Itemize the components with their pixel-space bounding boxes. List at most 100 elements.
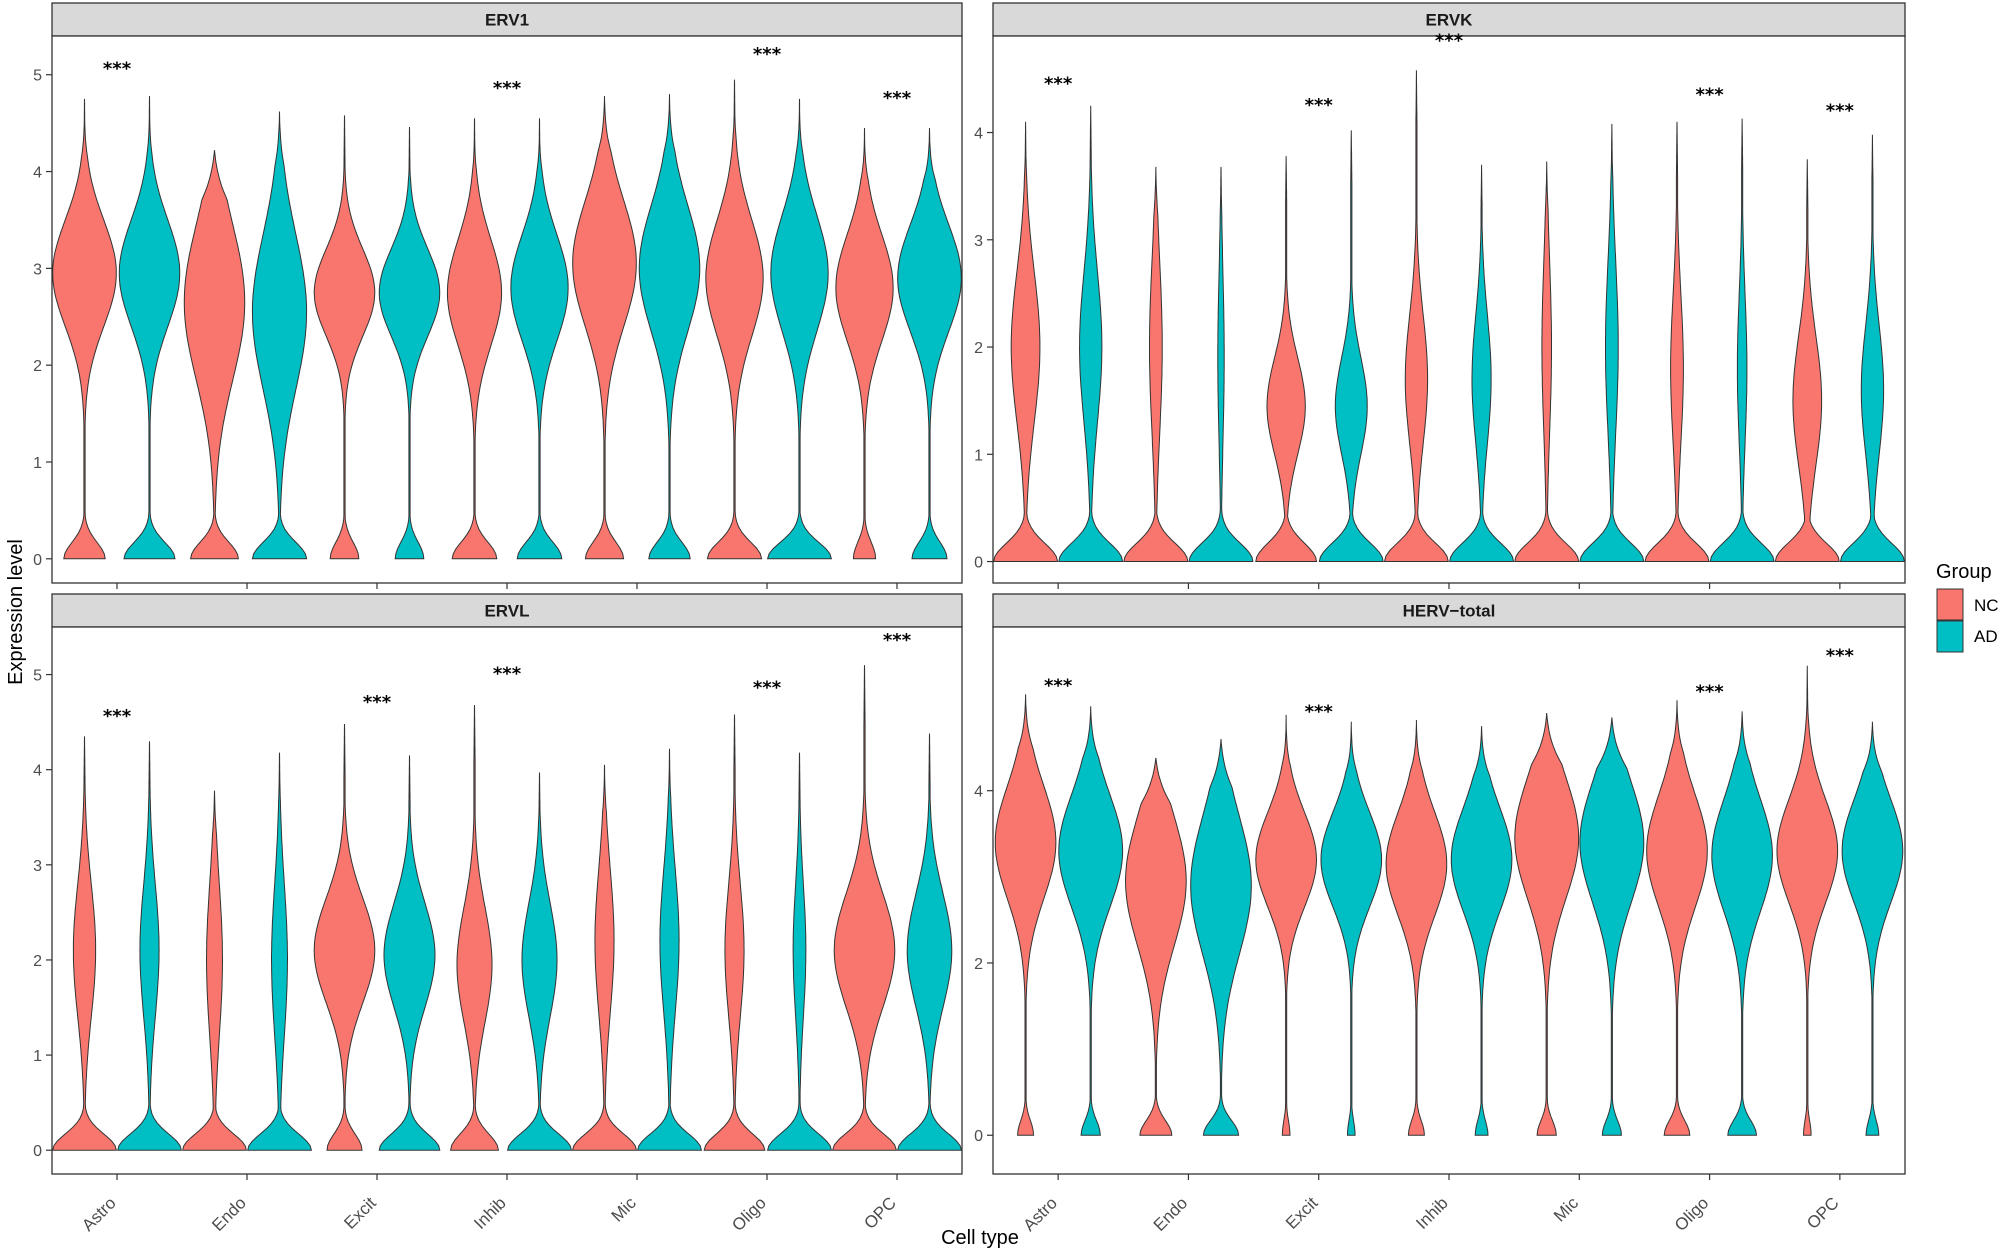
x-tick-label-oligo: Oligo bbox=[1671, 1193, 1712, 1234]
violin-herv-total-mic-ad bbox=[1579, 717, 1645, 1136]
violin-erv1-excit-nc bbox=[313, 115, 376, 560]
violin-ervl-excit-nc bbox=[313, 723, 376, 1151]
panel-title: ERVL bbox=[484, 602, 529, 621]
x-tick-label-opc: OPC bbox=[860, 1193, 899, 1232]
y-tick-label: 5 bbox=[33, 68, 42, 85]
panel-area bbox=[992, 35, 1906, 584]
significance-inhib: *** bbox=[493, 78, 522, 99]
x-tick-label-excit: Excit bbox=[1282, 1193, 1322, 1233]
legend-key-nc bbox=[1936, 588, 1964, 621]
x-tick-label-inhib: Inhib bbox=[470, 1193, 510, 1233]
significance-oligo: *** bbox=[1695, 84, 1724, 105]
violin-erv1-inhib-ad bbox=[510, 118, 569, 560]
legend-label-nc: NC bbox=[1974, 596, 1999, 615]
y-tick-label: 2 bbox=[33, 358, 42, 375]
violin-herv-total-opc-ad bbox=[1841, 721, 1904, 1136]
y-tick-label: 4 bbox=[974, 126, 983, 143]
significance-astro: *** bbox=[103, 706, 132, 727]
legend-title: Group bbox=[1936, 561, 1992, 583]
violin-erv1-mic-ad bbox=[638, 94, 701, 560]
significance-astro: *** bbox=[103, 59, 132, 80]
y-tick-label: 3 bbox=[33, 858, 42, 875]
y-tick-label: 1 bbox=[33, 455, 42, 472]
violin-ervk-astro-nc bbox=[993, 121, 1059, 562]
significance-oligo: *** bbox=[753, 678, 782, 699]
panel-title: ERVK bbox=[1426, 11, 1474, 30]
y-tick-label: 4 bbox=[974, 784, 983, 801]
violin-erv1-opc-nc bbox=[835, 127, 894, 560]
violin-ervl-oligo-nc bbox=[703, 714, 766, 1151]
violin-ervk-endo-ad bbox=[1188, 166, 1254, 562]
legend: Group NC AD bbox=[1936, 561, 1999, 653]
y-tick-label: 2 bbox=[974, 956, 983, 973]
violin-erv1-oligo-nc bbox=[705, 79, 764, 560]
panel-erv1: ERV1 0 1 2 3 4 5 *** *** *** *** bbox=[33, 2, 963, 589]
violin-erv1-endo-nc bbox=[183, 150, 246, 560]
violin-herv-total-endo-nc bbox=[1124, 757, 1187, 1136]
violin-herv-total-mic-nc bbox=[1514, 713, 1580, 1136]
significance-astro: *** bbox=[1044, 74, 1073, 95]
significance-inhib: *** bbox=[493, 663, 522, 684]
violin-ervk-oligo-ad bbox=[1709, 118, 1775, 562]
y-tick-label: 5 bbox=[33, 668, 42, 685]
significance-inhib: *** bbox=[1435, 31, 1464, 52]
y-tick-label: 0 bbox=[974, 1128, 983, 1145]
significance-opc: *** bbox=[883, 630, 912, 651]
x-tick-label-endo: Endo bbox=[1150, 1193, 1192, 1235]
violin-ervk-inhib-nc bbox=[1383, 70, 1449, 562]
violin-ervl-astro-nc bbox=[52, 736, 117, 1151]
violin-herv-total-excit-nc bbox=[1255, 714, 1318, 1136]
y-tick-label: 4 bbox=[33, 165, 42, 182]
violin-herv-total-astro-nc bbox=[994, 694, 1057, 1136]
violin-erv1-mic-nc bbox=[572, 95, 637, 560]
x-tick-label-excit: Excit bbox=[340, 1193, 380, 1233]
significance-excit: *** bbox=[1305, 701, 1334, 722]
violin-ervl-endo-nc bbox=[182, 790, 247, 1151]
legend-label-ad: AD bbox=[1974, 627, 1998, 646]
panel-area bbox=[51, 626, 963, 1175]
significance-oligo: *** bbox=[753, 44, 782, 65]
violin-ervk-endo-nc bbox=[1123, 166, 1189, 562]
panel-strip bbox=[992, 2, 1906, 37]
legend-key-ad bbox=[1936, 620, 1964, 653]
significance-astro: *** bbox=[1044, 676, 1073, 697]
x-tick-label-astro: Astro bbox=[1019, 1193, 1060, 1234]
violin-ervk-mic-ad bbox=[1579, 123, 1645, 562]
violin-ervk-inhib-ad bbox=[1449, 164, 1515, 562]
violin-herv-total-inhib-nc bbox=[1385, 719, 1448, 1136]
panel-title: ERV1 bbox=[485, 11, 529, 30]
x-tick-label-opc: OPC bbox=[1803, 1193, 1842, 1232]
panel-title: HERV−total bbox=[1403, 602, 1496, 621]
violin-erv1-astro-nc bbox=[52, 98, 117, 560]
violin-ervl-opc-ad bbox=[896, 733, 963, 1151]
significance-oligo: *** bbox=[1695, 682, 1724, 703]
violin-erv1-excit-ad bbox=[378, 126, 441, 560]
y-tick-label: 1 bbox=[974, 447, 983, 464]
y-tick-label: 4 bbox=[33, 763, 42, 780]
violin-ervl-endo-ad bbox=[247, 752, 313, 1151]
violin-ervl-inhib-nc bbox=[449, 704, 500, 1151]
x-tick-label-inhib: Inhib bbox=[1412, 1193, 1452, 1233]
violin-erv1-oligo-ad bbox=[766, 98, 833, 560]
violin-ervk-opc-nc bbox=[1774, 159, 1840, 562]
x-tick-label-endo: Endo bbox=[208, 1193, 250, 1235]
violin-ervl-astro-ad bbox=[117, 741, 182, 1151]
y-tick-label: 0 bbox=[33, 552, 42, 569]
violin-ervk-mic-nc bbox=[1514, 161, 1580, 562]
x-tick-label-mic: Mic bbox=[1550, 1193, 1582, 1225]
x-tick-label-oligo: Oligo bbox=[728, 1193, 769, 1234]
violin-herv-total-oligo-ad bbox=[1711, 711, 1773, 1136]
significance-opc: *** bbox=[1826, 100, 1855, 121]
violin-herv-total-astro-ad bbox=[1058, 706, 1124, 1136]
x-tick-label-mic: Mic bbox=[608, 1193, 640, 1225]
violin-herv-total-excit-ad bbox=[1320, 721, 1383, 1136]
violin-ervk-opc-ad bbox=[1839, 134, 1905, 562]
violin-ervl-mic-nc bbox=[571, 764, 638, 1151]
violin-erv1-inhib-nc bbox=[446, 118, 503, 560]
x-axis-title: Cell type bbox=[941, 1227, 1019, 1249]
violin-ervk-oligo-nc bbox=[1644, 121, 1710, 562]
significance-opc: *** bbox=[1826, 645, 1855, 666]
violin-ervl-opc-nc bbox=[831, 665, 898, 1151]
